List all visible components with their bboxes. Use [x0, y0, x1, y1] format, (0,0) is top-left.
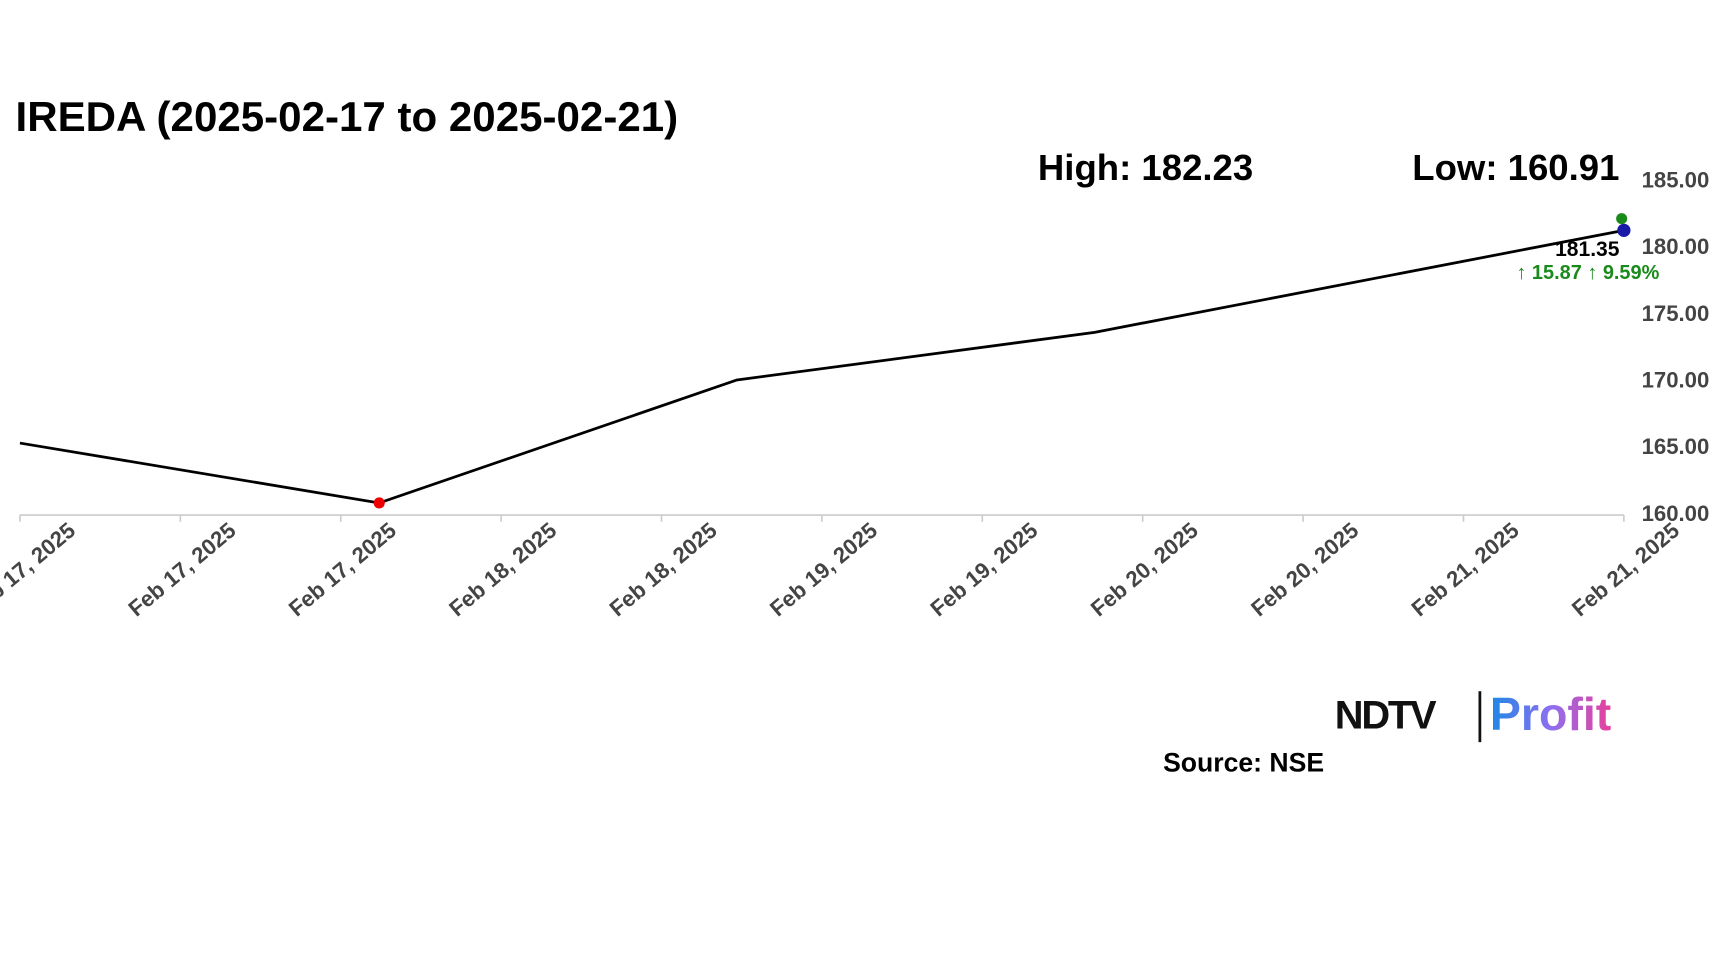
logo-profit: Profit [1490, 688, 1611, 740]
x-tick-label: Feb 18, 2025 [444, 518, 561, 622]
y-tick-label: 160.00 [1642, 501, 1710, 526]
low-label: Low: 160.91 [1412, 147, 1619, 188]
chart-title: IREDA (2025-02-17 to 2025-02-21) [16, 93, 679, 140]
x-tick-label: Feb 17, 2025 [124, 518, 241, 622]
y-tick-label: 170.00 [1642, 368, 1710, 393]
last-value-label: 181.35 [1555, 238, 1620, 261]
x-tick-label: Feb 21, 2025 [1407, 518, 1524, 622]
high-marker [1616, 213, 1628, 225]
x-tick-label: Feb 19, 2025 [925, 518, 1042, 622]
y-tick-label: 165.00 [1642, 434, 1710, 459]
x-tick-label: Feb 17, 2025 [284, 518, 401, 622]
x-tick-label: Feb 20, 2025 [1086, 518, 1203, 622]
source: Source: NSE [1163, 747, 1324, 777]
y-tick-label: 180.00 [1642, 234, 1710, 259]
x-tick-label: Feb 19, 2025 [765, 518, 882, 622]
low-marker [373, 497, 385, 509]
x-tick-label: Feb 20, 2025 [1246, 518, 1363, 622]
price-line [19, 228, 1625, 505]
x-tick-label: Feb 17, 2025 [0, 518, 80, 622]
x-tick-label: Feb 21, 2025 [1567, 518, 1684, 622]
change-label: ↑ 15.87 ↑ 9.59% [1516, 262, 1659, 284]
y-tick-label: 175.00 [1642, 301, 1710, 326]
logo-ndtv: NDTV [1335, 693, 1437, 737]
x-tick-label: Feb 18, 2025 [605, 518, 722, 622]
last-marker [1617, 223, 1631, 237]
high-label: High: 182.23 [1038, 147, 1253, 188]
y-tick-label: 185.00 [1642, 168, 1710, 193]
